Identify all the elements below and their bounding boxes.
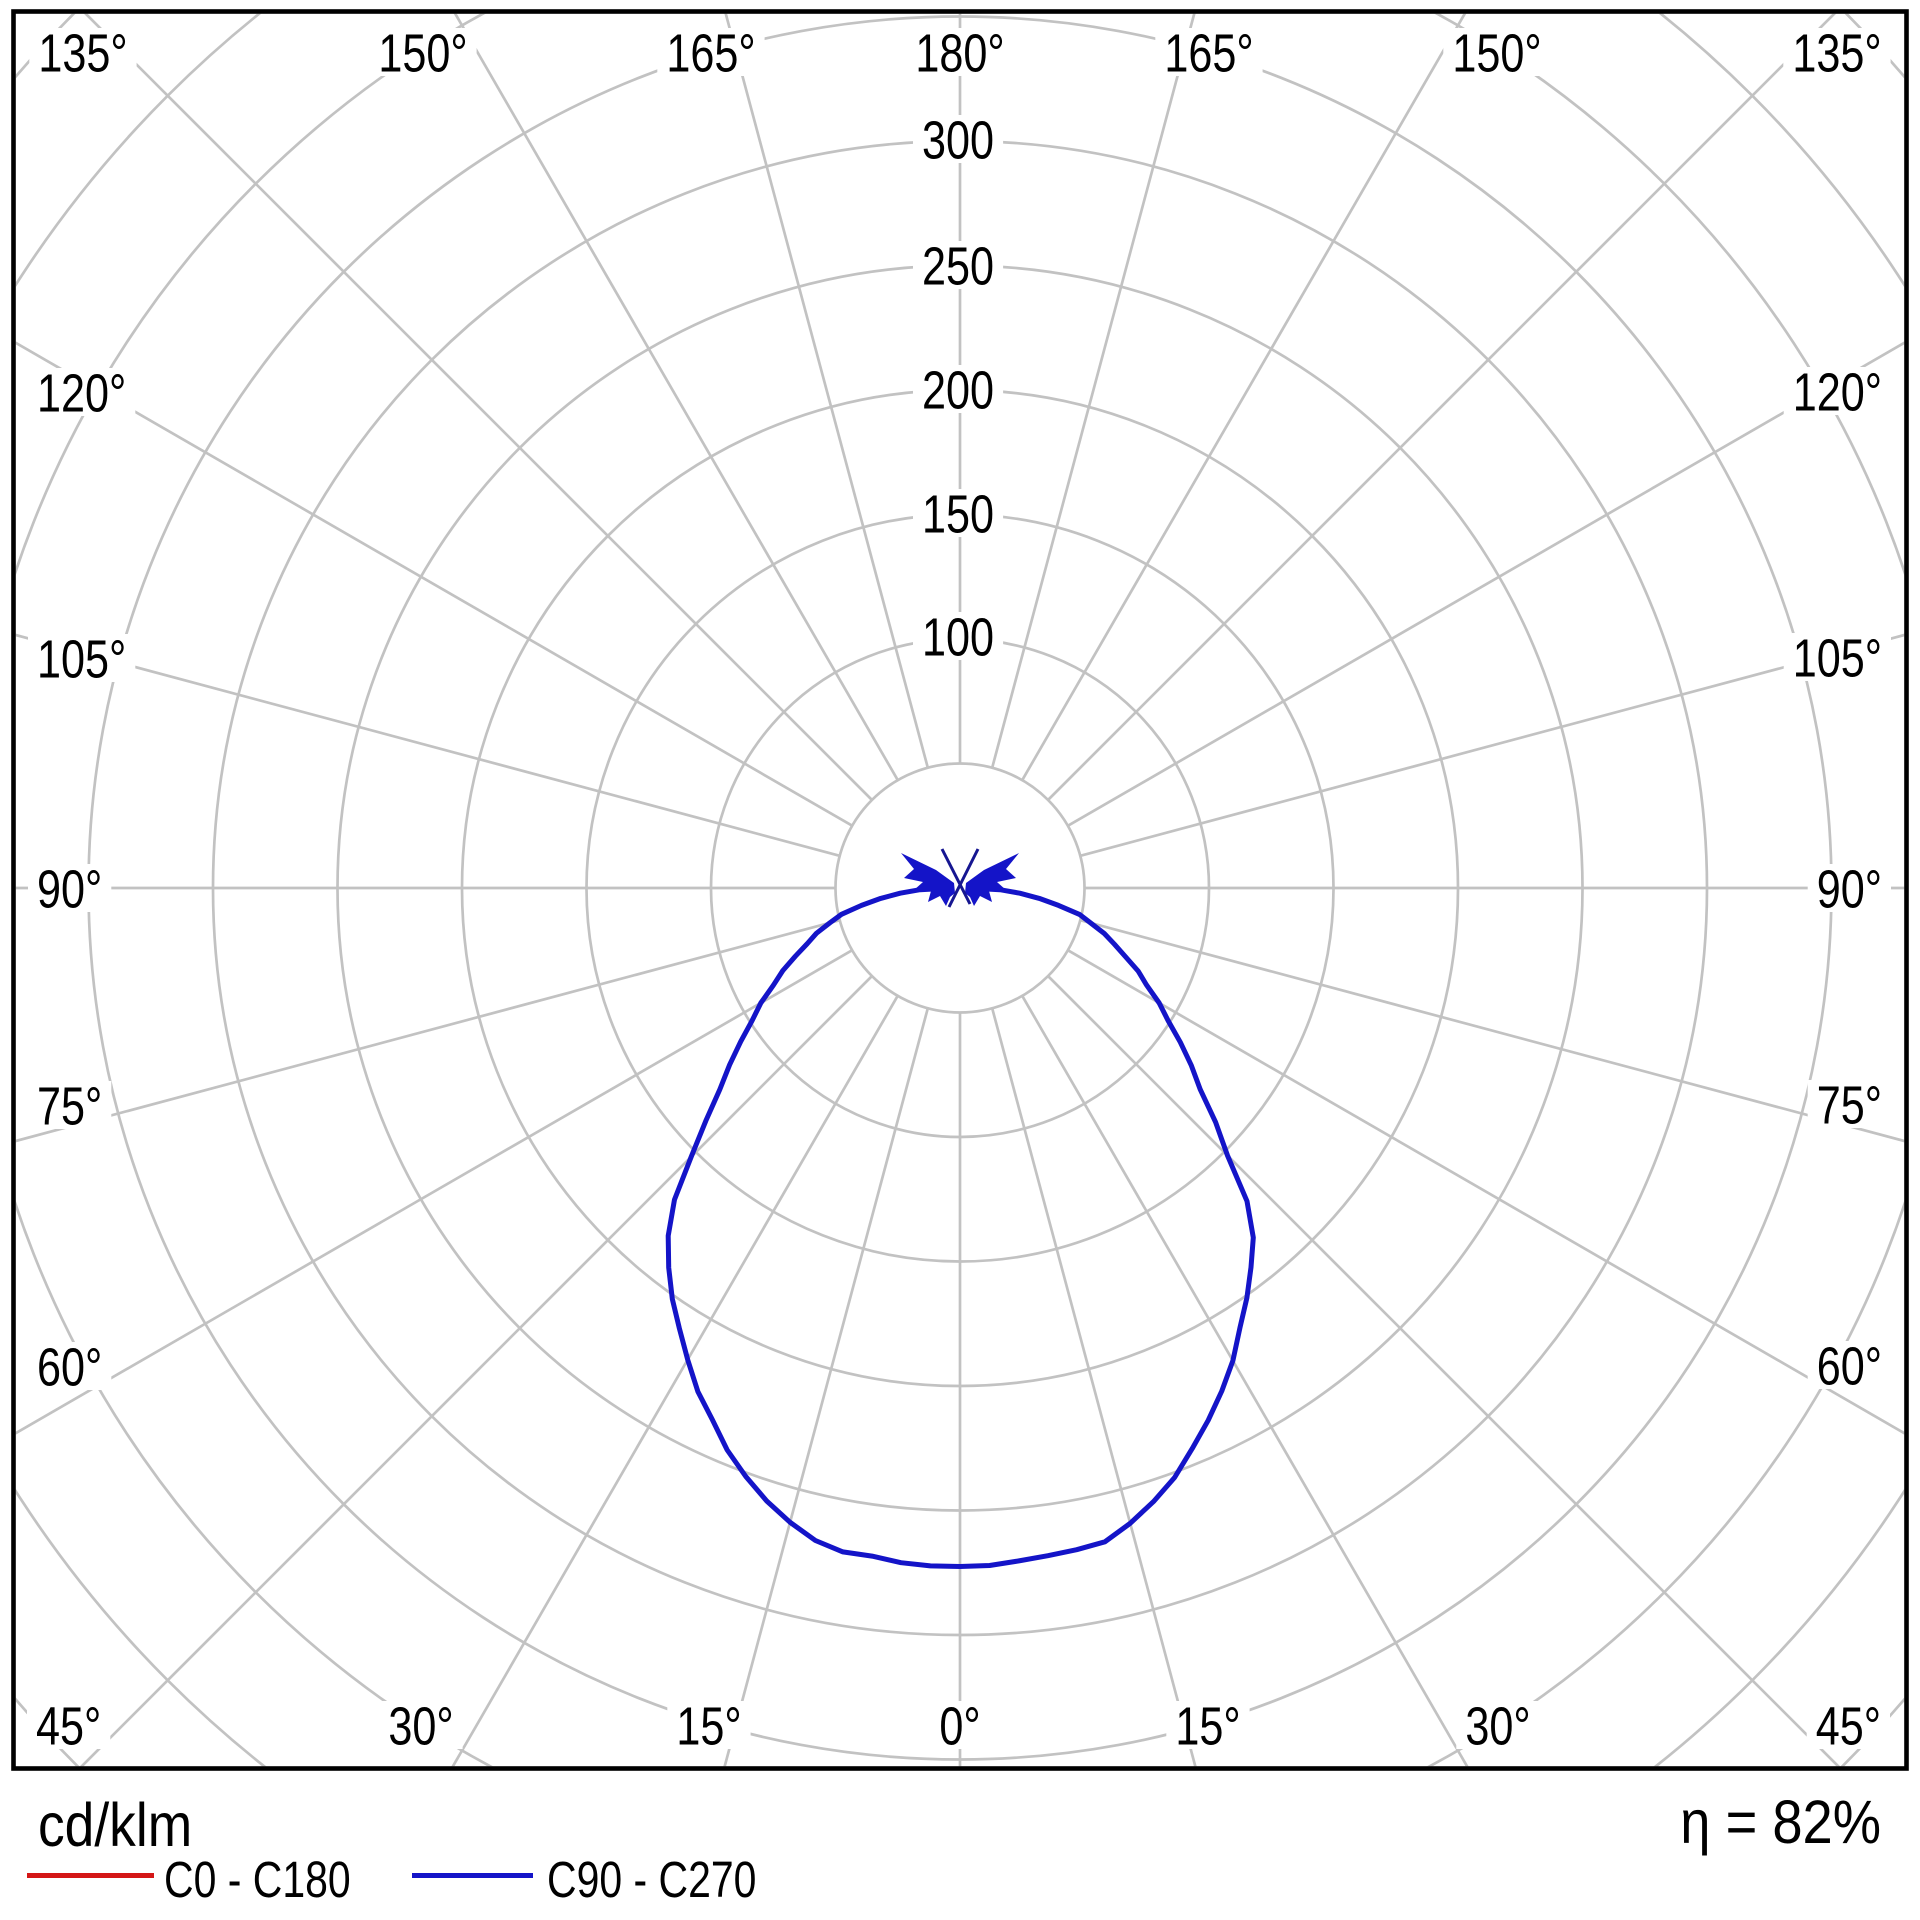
svg-text:100: 100 — [922, 608, 994, 668]
svg-text:150: 150 — [922, 485, 994, 545]
svg-text:C0 - C180: C0 - C180 — [164, 1851, 351, 1908]
svg-text:180°: 180° — [915, 24, 1004, 84]
svg-text:15°: 15° — [676, 1697, 741, 1757]
svg-text:60°: 60° — [37, 1338, 102, 1398]
svg-text:75°: 75° — [37, 1077, 102, 1137]
svg-text:135°: 135° — [38, 24, 127, 84]
svg-text:60°: 60° — [1817, 1337, 1882, 1397]
svg-text:30°: 30° — [1465, 1697, 1530, 1757]
svg-text:0°: 0° — [939, 1697, 980, 1757]
svg-text:165°: 165° — [666, 24, 755, 84]
svg-text:15°: 15° — [1175, 1697, 1240, 1757]
svg-text:150°: 150° — [378, 24, 467, 84]
svg-text:165°: 165° — [1164, 24, 1253, 84]
svg-text:45°: 45° — [1816, 1697, 1881, 1757]
svg-text:150°: 150° — [1452, 24, 1541, 84]
svg-text:30°: 30° — [388, 1697, 453, 1757]
svg-text:120°: 120° — [1793, 363, 1882, 423]
svg-text:45°: 45° — [36, 1697, 101, 1757]
svg-text:105°: 105° — [1793, 629, 1882, 689]
svg-text:cd/klm: cd/klm — [38, 1792, 192, 1860]
svg-text:250: 250 — [922, 237, 994, 297]
svg-text:75°: 75° — [1817, 1076, 1882, 1136]
svg-text:90°: 90° — [37, 860, 102, 920]
svg-text:200: 200 — [922, 361, 994, 421]
svg-text:η = 82%: η = 82% — [1680, 1789, 1881, 1857]
svg-text:120°: 120° — [37, 364, 126, 424]
svg-text:135°: 135° — [1792, 24, 1881, 84]
svg-text:105°: 105° — [37, 630, 126, 690]
svg-text:C90 - C270: C90 - C270 — [547, 1851, 756, 1908]
svg-text:300: 300 — [922, 111, 994, 171]
svg-text:90°: 90° — [1817, 860, 1882, 920]
